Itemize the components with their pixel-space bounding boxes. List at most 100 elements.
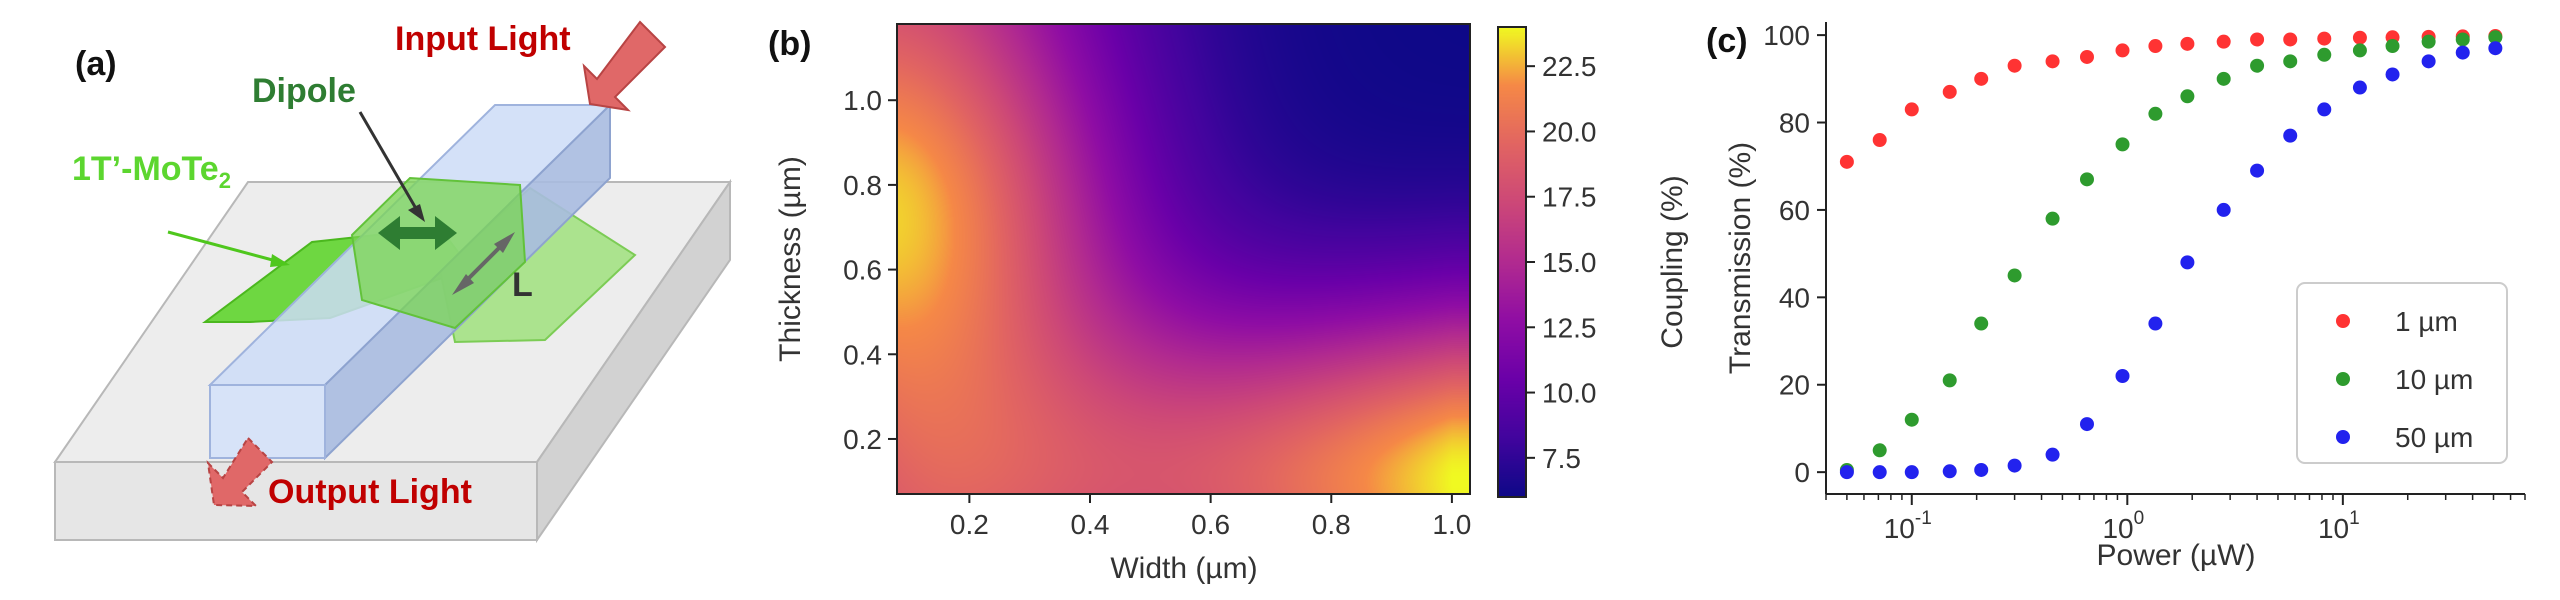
scatter-point-1 (2250, 32, 2265, 47)
heatmap-x-tick-label: 1.0 (1432, 509, 1471, 540)
scatter-points (1839, 28, 2503, 480)
colorbar-tick-label: 12.5 (1542, 312, 1597, 343)
scatter-point-2 (1974, 316, 1989, 331)
heatmap-x-tick-label: 0.6 (1191, 509, 1230, 540)
colorbar-tick-label: 10.0 (1542, 378, 1597, 409)
legend-box (2296, 282, 2508, 464)
colorbar-tick-label: 17.5 (1542, 182, 1597, 213)
scatter-y-ticks: 0 20 40 60 80 100 (1763, 20, 1826, 488)
length-arrow-icon (452, 232, 515, 295)
scatter-point-3 (2250, 163, 2265, 178)
scatter-x-tick-label: 101 (2318, 508, 2360, 544)
heatmap-x-ticks: 0.2 0.4 0.6 0.8 1.0 (950, 494, 1471, 540)
scatter-y-tick-label: 0 (1794, 457, 1810, 488)
heatmap-ylabel: Thickness (µm) (774, 156, 807, 362)
dipole-label: Dipole (252, 72, 356, 110)
colorbar-tick-label: 22.5 (1542, 51, 1597, 82)
scatter-point-2 (2216, 71, 2231, 86)
legend-marker (2336, 372, 2350, 386)
scatter-point-1 (2180, 36, 2195, 51)
scatter-y-tick-label: 20 (1779, 370, 1810, 401)
heatmap-y-tick-label: 1.0 (843, 85, 882, 116)
substrate-front (54, 461, 538, 541)
scatter-x-tick-label: 100 (2102, 508, 2144, 544)
scatter-point-2 (2283, 54, 2298, 69)
heatmap-xlabel: Width (µm) (1110, 552, 1257, 585)
legend-entry: 50 µm (2395, 422, 2473, 453)
input-arrow-icon (582, 20, 667, 112)
panel-a-label: (a) (75, 45, 117, 83)
scatter-point-2 (2488, 30, 2503, 45)
scatter-point-3 (2079, 417, 2094, 432)
flake-on-waveguide (350, 176, 527, 330)
scatter-point-2 (2250, 58, 2265, 73)
scatter-point-2 (2148, 106, 2163, 121)
scatter-point-3 (2148, 316, 2163, 331)
scatter-point-3 (1872, 465, 1887, 480)
scatter-point-1 (2352, 30, 2367, 45)
heatmap-x-tick-label: 0.8 (1312, 509, 1351, 540)
input-light-label: Input Light (395, 20, 571, 58)
scatter-point-1 (1974, 71, 1989, 86)
output-arrow-icon (206, 436, 274, 508)
legend-entry: 10 µm (2395, 364, 2473, 395)
legend-marker (2336, 314, 2350, 328)
scatter-point-1 (2115, 43, 2130, 58)
scatter-point-1 (2045, 54, 2060, 69)
heatmap-x-tick-label: 0.2 (950, 509, 989, 540)
scatter-point-3 (1904, 465, 1919, 480)
scatter-point-3 (2488, 41, 2503, 56)
scatter-point-2 (2455, 32, 2470, 47)
scatter-point-1 (2216, 34, 2231, 49)
heatmap-x-tick-label: 0.4 (1071, 509, 1110, 540)
scatter-point-1 (1904, 102, 1919, 117)
scatter-x-ticks: 10-1 100 101 (1825, 494, 2526, 544)
scatter-ylabel: Transmission (%) (1724, 142, 1757, 374)
scatter-point-1 (2007, 58, 2022, 73)
schematic-panel: (a) Input Light Dipole 1T’-MoTe2 L Outpu… (53, 20, 732, 544)
colorbar-ticks: 7.5 10.0 12.5 15.0 17.5 20.0 22.5 (1526, 51, 1597, 474)
panel-c-label: (c) (1706, 22, 1748, 60)
legend-entry: 1 µm (2395, 306, 2458, 337)
heatmap-y-tick-label: 0.4 (843, 339, 882, 370)
scatter-x-tick-label: 10-1 (1884, 508, 1932, 544)
colorbar-image (1498, 27, 1526, 497)
scatter-y-tick-label: 60 (1779, 195, 1810, 226)
scatter-point-3 (2455, 45, 2470, 60)
scatter-y-tick-label: 40 (1779, 282, 1810, 313)
scatter-point-1 (2283, 32, 2298, 47)
scatter-point-1 (1942, 84, 1957, 99)
scatter-point-2 (1942, 373, 1957, 388)
scatter-point-3 (2352, 80, 2367, 95)
heatmap-frame (896, 23, 1471, 495)
heatmap-y-tick-label: 0.8 (843, 170, 882, 201)
heatmap-image (897, 24, 1470, 494)
scatter-point-2 (2045, 211, 2060, 226)
scatter-point-2 (2352, 43, 2367, 58)
scatter-point-3 (2283, 128, 2298, 143)
heatmap-y-tick-label: 0.2 (843, 424, 882, 455)
scatter-point-3 (1839, 465, 1854, 480)
legend: 1 µm 10 µm 50 µm (2296, 282, 2508, 464)
colorbar-label: Coupling (%) (1656, 175, 1689, 348)
scatter-point-2 (2180, 89, 2195, 104)
heatmap-y-tick-label: 0.6 (843, 255, 882, 286)
scatter-point-1 (1839, 154, 1854, 169)
scatter-point-3 (2317, 102, 2332, 117)
transmission-panel: (c) 10-1 100 101 0 20 40 60 80 100 Power (µW) T… (1706, 20, 2526, 572)
scatter-point-3 (1974, 462, 1989, 477)
scatter-point-1 (2079, 49, 2094, 64)
colorbar-tick-label: 15.0 (1542, 247, 1597, 278)
scatter-point-3 (1942, 464, 1957, 479)
mote2-label: 1T’-MoTe2 (72, 150, 231, 193)
scatter-y-tick-label: 80 (1779, 108, 1810, 139)
scatter-y-tick-label: 100 (1763, 20, 1810, 51)
scatter-xlabel: Power (µW) (2097, 539, 2256, 572)
scatter-point-1 (2317, 31, 2332, 46)
scatter-point-3 (2180, 255, 2195, 270)
panel-b-label: (b) (768, 25, 811, 63)
scatter-point-2 (2115, 137, 2130, 152)
colorbar-tick-label: 7.5 (1542, 443, 1581, 474)
scatter-point-2 (1872, 443, 1887, 458)
